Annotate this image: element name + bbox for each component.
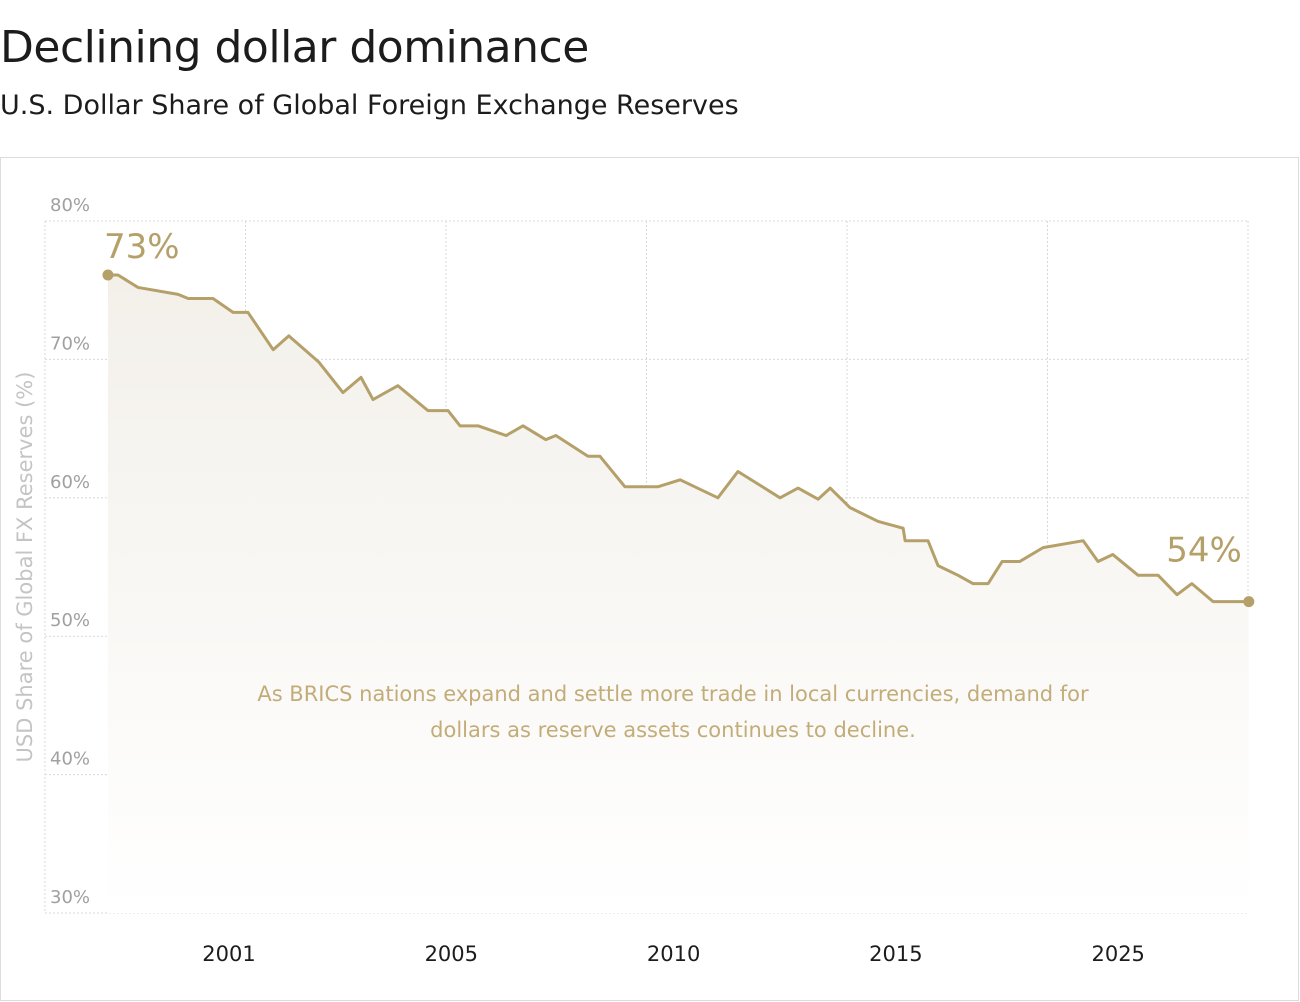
line xyxy=(107,273,1249,604)
chart-title: Declining dollar dominance xyxy=(0,22,589,73)
annotation-label: 54% xyxy=(1166,531,1242,571)
x-tick-label: 2010 xyxy=(647,942,700,966)
x-tick-label: 2005 xyxy=(425,942,478,966)
x-tick-label: 2015 xyxy=(869,942,922,966)
y-tick-label: 70% xyxy=(50,333,90,354)
x-tick-label: 2001 xyxy=(202,942,255,966)
y-tick-label: 40% xyxy=(50,749,90,770)
y-tick-label: 60% xyxy=(50,472,90,493)
y-tick-label: 50% xyxy=(50,610,90,631)
x-tick-label: 2025 xyxy=(1091,942,1144,966)
chart-panel xyxy=(0,157,1299,1001)
annotation-label: 73% xyxy=(104,227,180,267)
annotation-note: As BRICS nations expand and settle more … xyxy=(257,682,1089,742)
y-tick-label: 30% xyxy=(50,887,90,908)
y-tick-label: 80% xyxy=(50,195,90,216)
area xyxy=(107,274,1249,913)
y-axis-title: USD Share of Global FX Reserves (%) xyxy=(13,372,37,763)
end-point xyxy=(102,269,114,281)
end-point xyxy=(1243,596,1255,608)
chart-subtitle: U.S. Dollar Share of Global Foreign Exch… xyxy=(0,90,739,121)
